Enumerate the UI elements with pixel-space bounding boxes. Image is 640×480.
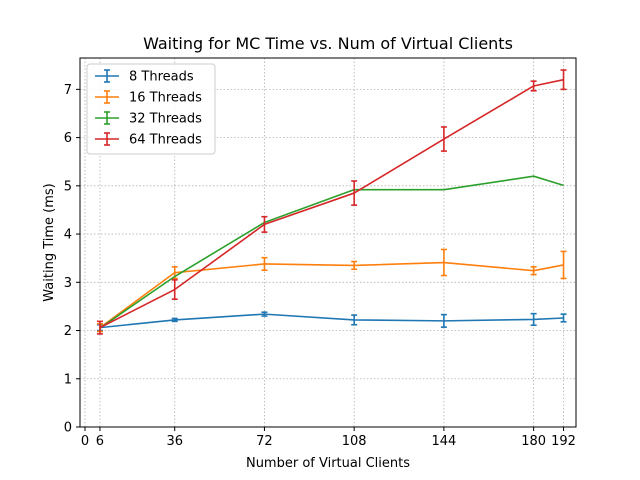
x-axis-label: Number of Virtual Clients: [246, 456, 410, 471]
error-bar: [96, 320, 103, 335]
error-bar: [530, 80, 537, 92]
error-bar: [171, 279, 178, 300]
x-tick-label: 192: [551, 434, 576, 449]
error-bar: [560, 69, 567, 91]
error-bar: [440, 313, 447, 328]
error-bar: [530, 312, 537, 327]
y-axis-label: Waiting Time (ms): [42, 183, 57, 301]
x-tick-label: 36: [166, 434, 183, 449]
legend-label: 64 Threads: [129, 133, 202, 148]
legend: 8 Threads 16 Threads 32 Threads 64 Threads: [86, 63, 216, 155]
error-bar: [351, 314, 358, 326]
x-tick-label: 0: [81, 434, 89, 449]
y-tick-label: 2: [64, 324, 72, 339]
error-bar: [351, 180, 358, 206]
legend-item: 8 Threads: [95, 69, 194, 85]
y-tick-label: 3: [64, 276, 72, 291]
x-tick-label: 108: [342, 434, 367, 449]
series-4: [96, 69, 567, 335]
x-tick-label: 72: [256, 434, 273, 449]
x-tick-label: 6: [96, 434, 104, 449]
error-bar: [351, 260, 358, 271]
legend-box: [86, 63, 216, 155]
error-bar: [530, 266, 537, 276]
error-bar: [440, 126, 447, 152]
legend-label: 32 Threads: [129, 112, 202, 127]
error-bar: [560, 250, 567, 280]
chart-title: Waiting for MC Time vs. Num of Virtual C…: [143, 34, 513, 53]
x-tick-label: 144: [431, 434, 456, 449]
error-bar: [261, 311, 268, 317]
legend-item: 32 Threads: [95, 111, 202, 127]
error-bar: [560, 313, 567, 323]
y-tick-label: 0: [64, 421, 72, 436]
series-layer: [96, 69, 567, 335]
y-tick-label: 5: [64, 179, 72, 194]
legend-label: 8 Threads: [129, 70, 194, 85]
error-bar: [261, 215, 268, 233]
legend-item: 64 Threads: [95, 132, 202, 148]
y-tick-label: 1: [64, 372, 72, 387]
x-tick-label: 180: [521, 434, 546, 449]
y-tick-label: 4: [64, 228, 72, 243]
error-bar: [261, 256, 268, 272]
legend-label: 16 Threads: [129, 91, 202, 106]
y-tick-label: 7: [64, 83, 72, 98]
error-bar: [171, 317, 178, 323]
error-bar: [440, 248, 447, 277]
series-1: [96, 311, 567, 332]
legend-item: 16 Threads: [95, 90, 202, 106]
y-tick-label: 6: [64, 131, 72, 146]
plot-frame: [79, 57, 577, 428]
